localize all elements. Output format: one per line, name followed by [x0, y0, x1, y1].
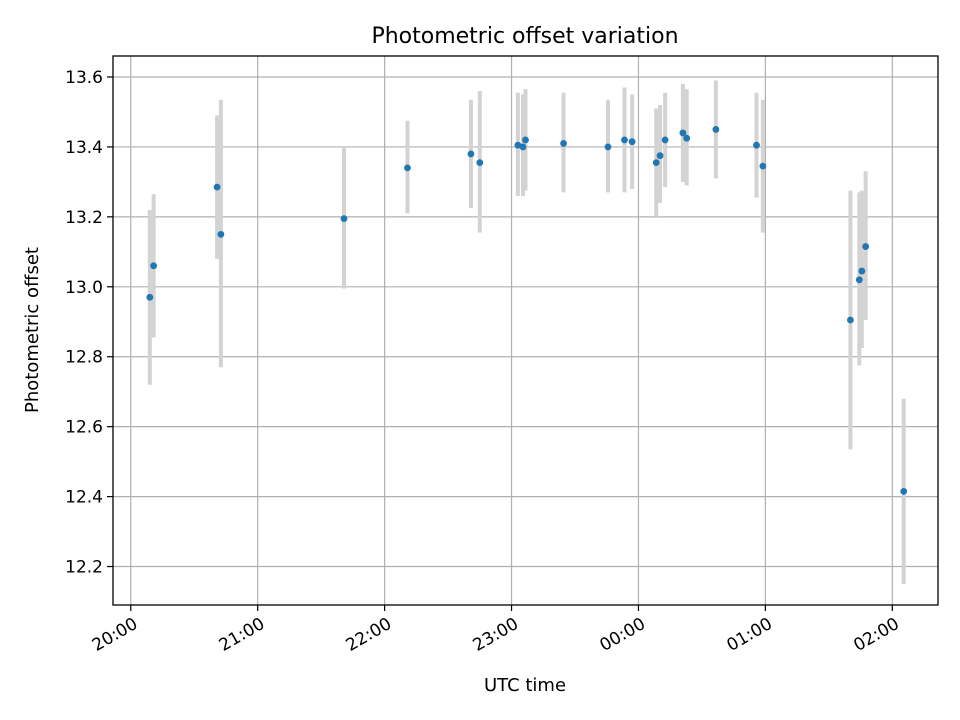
- x-tick-label: 20:00: [89, 614, 141, 656]
- data-point: [150, 262, 158, 270]
- x-axis-label: UTC time: [484, 675, 566, 696]
- x-tick-label: 02:00: [850, 614, 902, 656]
- data-point: [213, 183, 221, 191]
- data-point: [862, 243, 870, 250]
- data-point: [146, 293, 154, 301]
- data-point: [628, 138, 636, 146]
- data-point: [652, 159, 660, 167]
- y-tick-label: 13.6: [65, 68, 103, 88]
- data-point: [656, 152, 664, 160]
- y-tick-label: 12.8: [65, 348, 103, 368]
- x-tick-label: 23:00: [470, 614, 522, 656]
- y-tick-label: 13.2: [65, 208, 103, 228]
- data-point: [604, 143, 612, 151]
- data-point: [900, 487, 908, 495]
- data-point: [753, 141, 760, 149]
- y-axis-label: Photometric offset: [22, 247, 43, 413]
- data-point: [404, 164, 411, 172]
- data-point: [522, 136, 529, 144]
- data-point: [712, 126, 720, 133]
- x-tick-label: 21:00: [216, 614, 268, 656]
- data-point: [560, 140, 567, 147]
- y-tick-label: 13.4: [65, 138, 103, 158]
- data-point: [621, 136, 628, 144]
- data-point: [519, 143, 527, 151]
- data-point: [467, 150, 475, 158]
- y-tick-label: 12.2: [65, 558, 103, 578]
- data-point: [759, 162, 767, 170]
- y-tick-label: 13.0: [65, 278, 103, 298]
- data-point: [847, 316, 854, 324]
- data-point: [855, 276, 863, 284]
- error-bars: [147, 80, 906, 585]
- axis-ticks: 20:00 21:00 22:00 23:00 00:00 01:00 02:00 12.2 1…: [65, 68, 903, 656]
- data-point: [217, 230, 225, 238]
- y-tick-label: 12.6: [65, 418, 103, 438]
- data-points: [146, 126, 908, 495]
- y-tick-label: 12.4: [65, 488, 103, 508]
- data-point: [661, 136, 669, 144]
- x-tick-label: 22:00: [343, 614, 395, 656]
- chart-title: Photometric offset variation: [371, 24, 678, 49]
- x-tick-label: 01:00: [723, 614, 775, 656]
- data-point: [476, 159, 484, 167]
- x-tick-label: 00:00: [597, 614, 649, 656]
- data-point: [683, 134, 691, 142]
- data-point: [340, 215, 348, 223]
- data-point: [858, 267, 866, 275]
- data-point: [679, 129, 687, 137]
- plot-frame: [112, 55, 939, 606]
